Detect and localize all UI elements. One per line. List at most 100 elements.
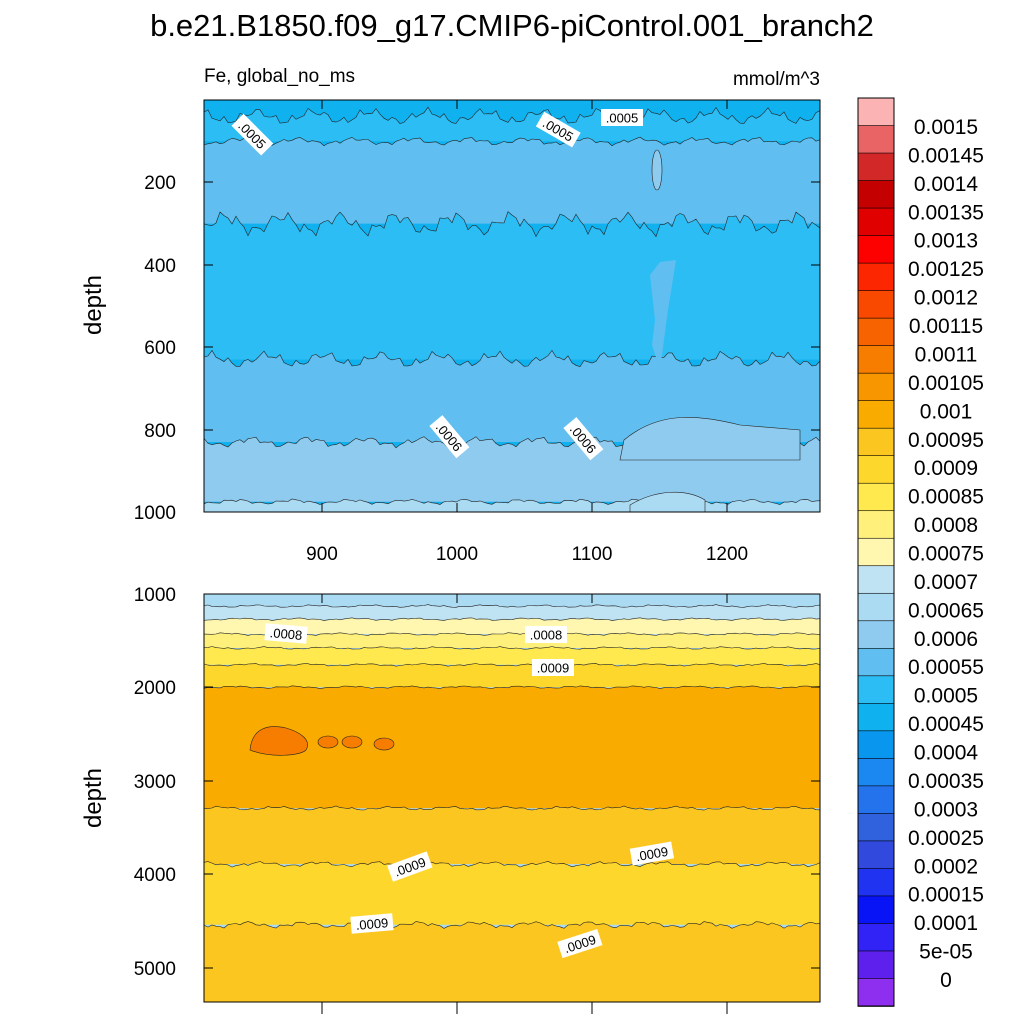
x-tick-label: 1200 [706,544,748,565]
contour-blob [619,416,801,461]
contour-label-box [629,841,675,866]
upper-y-axis-label: depth [80,275,107,335]
colorbar-swatch [857,758,895,787]
contour-line [203,349,821,368]
colorbar-label: 0.0008 [914,514,978,537]
colorbar-label: 0.00065 [908,599,984,622]
variable-label: Fe, global_no_ms [204,66,355,87]
contour-band [204,921,820,1002]
colorbar-swatch [857,648,895,677]
y-tick-label: 1000 [134,503,176,524]
colorbar-label: 0.00055 [908,656,984,679]
colorbar-label: 0.00085 [908,486,984,509]
x-tick-label: 1100 [572,544,613,565]
contour-label: .0005 [606,111,639,126]
plot-frame [203,99,821,513]
colorbar-label: 0 [940,969,952,992]
contour-line [203,136,821,147]
contour-label: .0008 [530,628,563,643]
colorbar-swatch [857,317,895,347]
colorbar-label: 0.00105 [908,372,984,395]
colorbar-swatch [857,895,895,925]
colorbar-swatch [857,345,895,374]
y-tick-label: 1000 [134,585,176,606]
colorbar: 0.0015 0.00145 0.0014 0.00135 0.0013 0.00125 0… [857,97,984,1007]
colorbar-label: 0.0009 [914,457,978,480]
colorbar-label: 0.0003 [914,798,978,821]
contour-blob [651,149,663,191]
x-tick-label: 900 [306,544,338,565]
colorbar-swatch [857,813,895,842]
plot-frame [203,593,821,1003]
colorbar-swatch [857,125,895,154]
colorbar-swatch [857,537,895,567]
contour-label-group: .0005 [601,109,643,126]
contour-band [204,350,820,442]
units-label: mmol/m^3 [733,69,820,90]
colorbar-swatch [857,455,895,485]
colorbar-label: 0.00135 [908,201,984,224]
contour-line [203,617,821,621]
colorbar-swatch [857,675,895,705]
colorbar-swatch [857,620,895,650]
contour-line [203,921,821,929]
colorbar-swatch [857,372,895,402]
colorbar-label: 0.00115 [909,315,983,338]
contour-line [203,805,821,811]
colorbar-label: 0.0001 [914,912,978,935]
lower-y-axis-label: depth [80,768,107,828]
colorbar-swatch [857,950,895,980]
contour-blob [650,260,676,370]
colorbar-swatch [857,97,895,127]
contour-blob [341,735,363,749]
contour-label: .0009 [355,915,389,933]
contour-blob [249,726,308,756]
contour-blob [373,737,395,751]
colorbar-swatch [857,180,895,209]
colorbar-swatch [857,427,895,457]
contour-label-box [557,928,603,959]
colorbar-label: 0.0013 [914,230,978,253]
contour-label-group: .0009 [629,841,675,866]
colorbar-label: 0.00095 [908,429,984,452]
colorbar-label: 0.00075 [908,543,984,566]
contour-line [203,604,821,608]
colorbar-label: 0.0004 [914,742,979,765]
contour-line [203,860,821,868]
contour-label-box [532,659,574,676]
contour-label-box [601,109,643,126]
colorbar-swatch [857,235,895,264]
colorbar-label: 0.0006 [914,628,978,651]
y-tick-label: 400 [144,256,176,277]
contour-label: .0008 [269,625,303,643]
colorbar-label: 0.0005 [914,685,978,708]
contour-line [203,211,821,238]
colorbar-label: 0.0002 [914,855,978,878]
contour-label-box [264,623,308,644]
contour-line [203,646,821,650]
contour-label-box [429,415,470,459]
contour-blob [317,735,339,749]
chart-title: b.e21.B1850.f09_g17.CMIP6-piControl.001_… [150,8,874,43]
contour-band [204,632,820,648]
colorbar-swatch [857,978,895,1007]
colorbar-swatch [857,482,895,512]
contour-label: .0009 [635,844,670,864]
contour-band [204,100,820,117]
contour-blob [629,491,706,513]
y-tick-label: 3000 [134,772,176,793]
colorbar-swatch [857,785,895,815]
lower-panel: .0008.0008.0009.0009.0009.0009.000910002… [134,585,821,1014]
y-tick-label: 5000 [134,959,176,980]
contour-label-box [387,851,433,882]
colorbar-label: 0.00145 [908,144,984,167]
x-tick-label: 1000 [436,544,478,565]
contour-band [204,617,820,635]
colorbar-swatch [857,592,895,622]
colorbar-label: 0.00035 [908,770,984,793]
colorbar-swatch [857,152,895,182]
contour-label-group: .0008 [264,623,308,644]
contour-label-box [563,417,604,461]
contour-band [204,211,820,360]
